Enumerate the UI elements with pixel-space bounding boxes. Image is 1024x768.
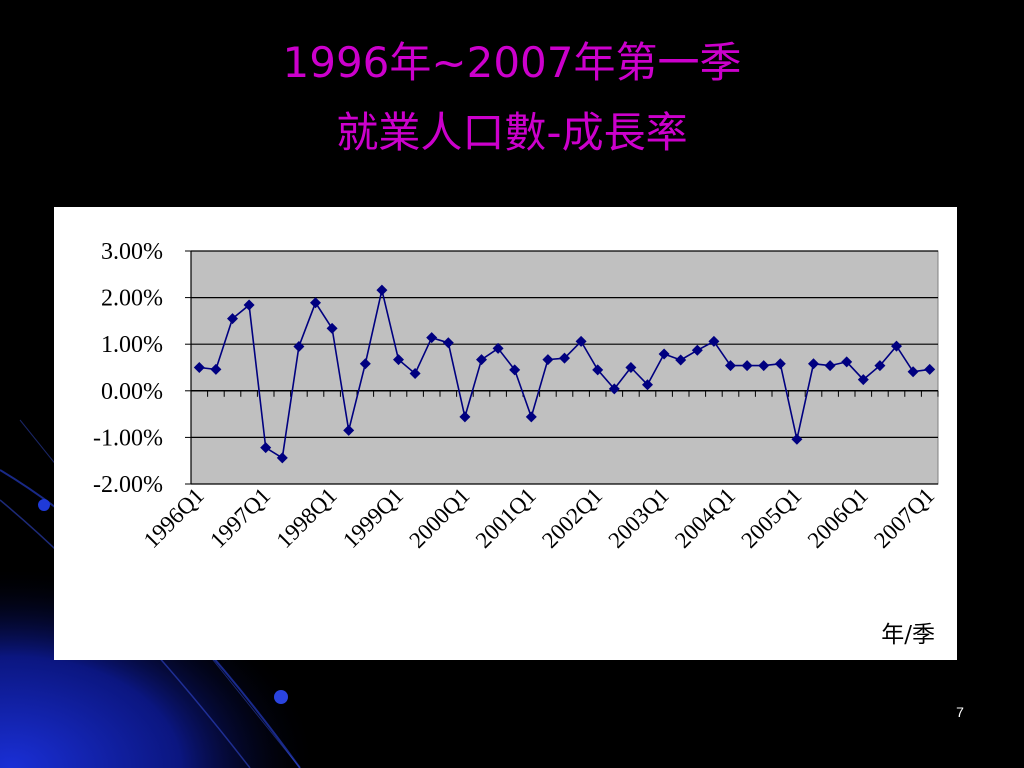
data-point — [824, 360, 836, 372]
chart-panel: 3.00% 2.00% 1.00% 0.00% -1.00% -2.00% 1996Q1 19… — [54, 207, 957, 660]
data-point — [376, 284, 388, 296]
x-tick-label: 2003Q1 — [604, 483, 674, 553]
data-point — [343, 424, 355, 436]
data-point — [725, 360, 736, 372]
data-point — [808, 358, 819, 370]
slide-title-line-2: 就業人口數-成長率 — [336, 108, 688, 157]
x-tick-label: 2001Q1 — [471, 483, 541, 553]
data-point — [675, 354, 687, 366]
y-tick-label: 2.00% — [101, 286, 163, 312]
data-point — [476, 354, 487, 366]
data-point — [459, 411, 471, 423]
x-tick-label: 2000Q1 — [404, 483, 474, 553]
decor-dot — [38, 499, 50, 511]
data-point — [857, 374, 869, 386]
data-point — [741, 360, 753, 372]
data-point — [924, 363, 936, 375]
data-point — [492, 342, 504, 354]
decor-dot — [274, 690, 288, 704]
data-point — [276, 452, 288, 464]
x-tick-label: 2004Q1 — [670, 483, 740, 553]
data-point — [243, 299, 255, 311]
data-point — [542, 354, 554, 366]
y-tick-label: 0.00% — [101, 379, 163, 405]
data-point — [592, 364, 604, 376]
y-tick-label: -2.00% — [93, 472, 163, 498]
x-tick-label: 1997Q1 — [205, 483, 275, 553]
data-point — [608, 383, 620, 395]
data-point — [891, 340, 902, 352]
y-tick-label: -1.00% — [93, 425, 163, 451]
x-tick-label: 1998Q1 — [272, 483, 342, 553]
data-point — [426, 332, 438, 344]
data-point — [193, 362, 205, 373]
x-tick-label: 2006Q1 — [803, 483, 873, 553]
data-point — [509, 364, 521, 376]
data-point — [774, 358, 786, 370]
data-point — [310, 297, 321, 309]
data-point — [393, 354, 404, 366]
x-tick-label: 2005Q1 — [736, 483, 806, 553]
data-point — [708, 335, 720, 347]
data-point — [326, 322, 338, 334]
data-point — [874, 360, 886, 372]
x-axis-title: 年/季 — [881, 622, 935, 648]
page-number: 7 — [956, 704, 964, 720]
slide-title-line-1: 1996年~2007年第一季 — [282, 38, 742, 87]
data-point — [907, 366, 919, 378]
plot-area — [190, 250, 939, 485]
y-tick-label: 3.00% — [101, 239, 163, 265]
data-point — [791, 433, 803, 445]
data-point — [841, 356, 853, 368]
data-point — [359, 358, 371, 370]
data-point — [293, 341, 305, 353]
y-tick-label: 1.00% — [101, 332, 163, 358]
data-point — [442, 337, 454, 349]
x-tick-label: 1999Q1 — [338, 483, 408, 553]
data-point — [559, 352, 570, 364]
data-point — [575, 335, 587, 347]
data-point — [625, 362, 637, 373]
data-point — [260, 442, 272, 454]
data-point — [758, 360, 770, 372]
data-point — [691, 344, 703, 356]
data-point — [525, 411, 537, 423]
data-point — [642, 379, 653, 391]
line-chart: 3.00%2.00%1.00%0.00%-1.00%-2.00%1996Q119… — [93, 239, 939, 648]
data-point — [658, 348, 670, 360]
data-point — [210, 363, 222, 375]
data-point — [227, 313, 238, 325]
x-tick-label: 2002Q1 — [537, 483, 607, 553]
x-tick-label: 2007Q1 — [869, 483, 939, 553]
data-point — [409, 368, 421, 380]
